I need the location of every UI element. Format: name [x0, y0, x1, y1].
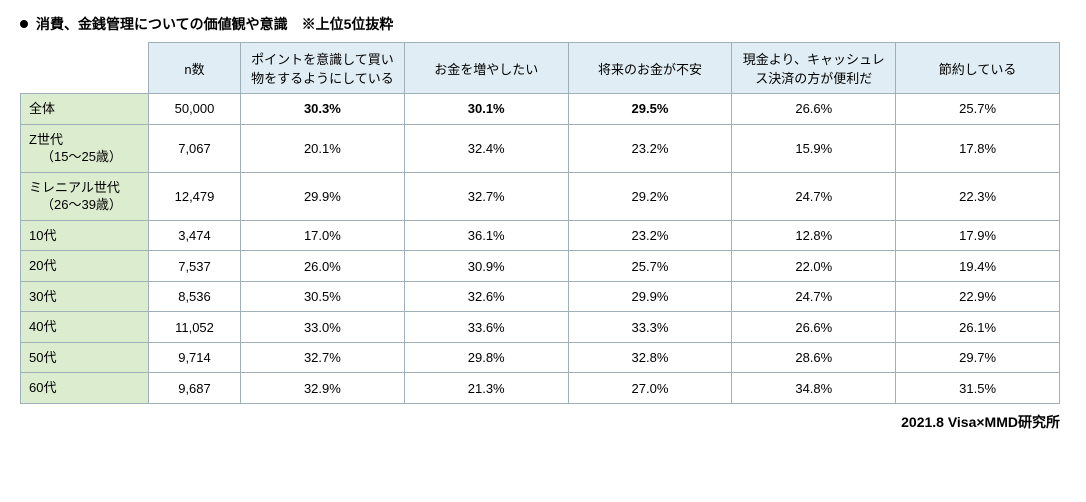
cell-value: 26.6%	[732, 94, 896, 125]
row-header: 60代	[21, 373, 149, 404]
cell-value: 22.0%	[732, 251, 896, 282]
cell-value: 34.8%	[732, 373, 896, 404]
cell-value: 32.7%	[241, 342, 405, 373]
cell-value: 26.1%	[896, 312, 1060, 343]
cell-value: 29.8%	[404, 342, 568, 373]
n-value: 7,067	[149, 124, 241, 172]
table-row: ミレニアル世代（26～39歳）12,47929.9%32.7%29.2%24.7…	[21, 172, 1060, 220]
row-header: 20代	[21, 251, 149, 282]
table-row: 60代9,68732.9%21.3%27.0%34.8%31.5%	[21, 373, 1060, 404]
cell-value: 32.7%	[404, 172, 568, 220]
cell-value: 28.6%	[732, 342, 896, 373]
table-row: 20代7,53726.0%30.9%25.7%22.0%19.4%	[21, 251, 1060, 282]
n-value: 3,474	[149, 220, 241, 251]
cell-value: 26.6%	[732, 312, 896, 343]
cell-value: 32.6%	[404, 281, 568, 312]
col-header-1: ポイントを意識して買い物をするようにしている	[241, 43, 405, 94]
row-header: 30代	[21, 281, 149, 312]
n-value: 9,687	[149, 373, 241, 404]
table-row: 40代11,05233.0%33.6%33.3%26.6%26.1%	[21, 312, 1060, 343]
cell-value: 22.9%	[896, 281, 1060, 312]
cell-value: 12.8%	[732, 220, 896, 251]
cell-value: 30.3%	[241, 94, 405, 125]
cell-value: 27.0%	[568, 373, 732, 404]
cell-value: 30.1%	[404, 94, 568, 125]
corner-blank	[21, 43, 149, 94]
title-row: 消費、金銭管理についての価値観や意識 ※上位5位抜粋	[20, 14, 1066, 34]
n-value: 9,714	[149, 342, 241, 373]
cell-value: 17.8%	[896, 124, 1060, 172]
n-value: 7,537	[149, 251, 241, 282]
table-body: 全体50,00030.3%30.1%29.5%26.6%25.7%Z世代（15～…	[21, 94, 1060, 404]
row-header: 全体	[21, 94, 149, 125]
cell-value: 17.0%	[241, 220, 405, 251]
cell-value: 25.7%	[568, 251, 732, 282]
cell-value: 22.3%	[896, 172, 1060, 220]
cell-value: 30.9%	[404, 251, 568, 282]
cell-value: 29.5%	[568, 94, 732, 125]
cell-value: 24.7%	[732, 281, 896, 312]
cell-value: 24.7%	[732, 172, 896, 220]
cell-value: 17.9%	[896, 220, 1060, 251]
col-header-3: 将来のお金が不安	[568, 43, 732, 94]
row-header: ミレニアル世代（26～39歳）	[21, 172, 149, 220]
cell-value: 30.5%	[241, 281, 405, 312]
cell-value: 23.2%	[568, 220, 732, 251]
col-header-4: 現金より、キャッシュレス決済の方が便利だ	[732, 43, 896, 94]
n-value: 50,000	[149, 94, 241, 125]
cell-value: 26.0%	[241, 251, 405, 282]
cell-value: 36.1%	[404, 220, 568, 251]
col-header-n: n数	[149, 43, 241, 94]
cell-value: 33.3%	[568, 312, 732, 343]
table-row: 50代9,71432.7%29.8%32.8%28.6%29.7%	[21, 342, 1060, 373]
table-row: 30代8,53630.5%32.6%29.9%24.7%22.9%	[21, 281, 1060, 312]
n-value: 12,479	[149, 172, 241, 220]
table-row: 10代3,47417.0%36.1%23.2%12.8%17.9%	[21, 220, 1060, 251]
header-row: n数 ポイントを意識して買い物をするようにしている お金を増やしたい 将来のお金…	[21, 43, 1060, 94]
page-title: 消費、金銭管理についての価値観や意識 ※上位5位抜粋	[36, 14, 393, 34]
attribution: 2021.8 Visa×MMD研究所	[20, 412, 1060, 432]
row-header: 40代	[21, 312, 149, 343]
cell-value: 29.9%	[241, 172, 405, 220]
cell-value: 19.4%	[896, 251, 1060, 282]
cell-value: 25.7%	[896, 94, 1060, 125]
cell-value: 33.0%	[241, 312, 405, 343]
cell-value: 20.1%	[241, 124, 405, 172]
cell-value: 32.8%	[568, 342, 732, 373]
cell-value: 31.5%	[896, 373, 1060, 404]
col-header-2: お金を増やしたい	[404, 43, 568, 94]
cell-value: 23.2%	[568, 124, 732, 172]
table-row: Z世代（15～25歳）7,06720.1%32.4%23.2%15.9%17.8…	[21, 124, 1060, 172]
cell-value: 32.4%	[404, 124, 568, 172]
n-value: 8,536	[149, 281, 241, 312]
cell-value: 21.3%	[404, 373, 568, 404]
cell-value: 33.6%	[404, 312, 568, 343]
data-table: n数 ポイントを意識して買い物をするようにしている お金を増やしたい 将来のお金…	[20, 42, 1060, 404]
row-header: Z世代（15～25歳）	[21, 124, 149, 172]
table-row: 全体50,00030.3%30.1%29.5%26.6%25.7%	[21, 94, 1060, 125]
col-header-5: 節約している	[896, 43, 1060, 94]
cell-value: 15.9%	[732, 124, 896, 172]
cell-value: 29.9%	[568, 281, 732, 312]
row-header: 50代	[21, 342, 149, 373]
cell-value: 32.9%	[241, 373, 405, 404]
cell-value: 29.7%	[896, 342, 1060, 373]
bullet-icon	[20, 20, 28, 28]
n-value: 11,052	[149, 312, 241, 343]
row-header: 10代	[21, 220, 149, 251]
cell-value: 29.2%	[568, 172, 732, 220]
